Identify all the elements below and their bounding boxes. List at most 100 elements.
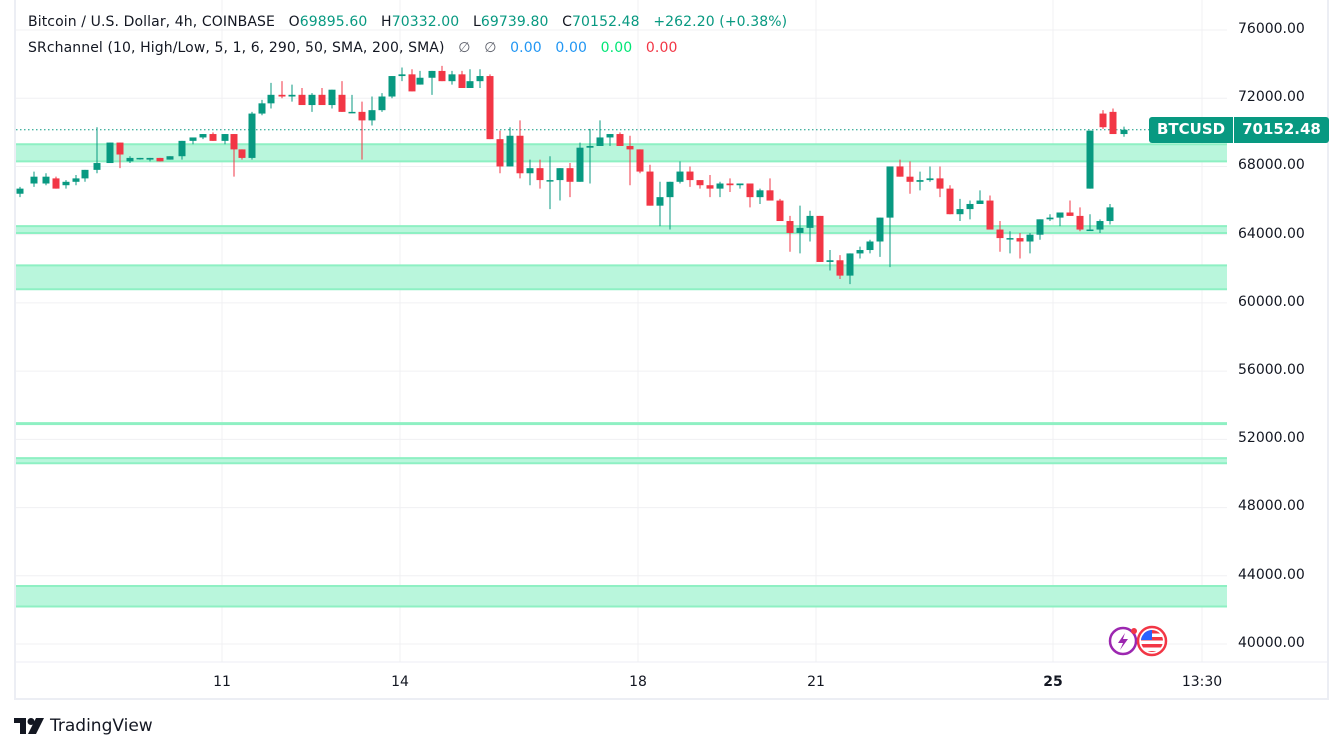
candle-body [476,76,484,82]
indicator-value: 0.00 [555,40,587,56]
candle-body [308,94,316,106]
candle-body [606,134,614,138]
candle-body [318,94,326,106]
price-tick: 68000.00 [1238,157,1305,173]
tradingview-wordmark: TradingView [50,716,153,736]
price-chart-canvas[interactable] [0,0,1341,700]
candle-body [996,229,1004,239]
candle-body [846,253,854,276]
last-price-badge: BTCUSD 70152.48 [1149,117,1329,143]
candle-body [438,70,446,82]
candle-body [656,197,664,206]
candle-body [676,171,684,182]
chart-frame [14,0,1329,700]
candle-body [976,200,984,204]
candle-body [72,178,80,182]
candle-body [81,169,89,179]
price-tick: 72000.00 [1238,89,1305,105]
candle-body [986,200,994,230]
sr-zone [16,586,1227,607]
candle-body [1056,212,1064,218]
candle-body [42,176,50,184]
candle-body [1026,234,1034,242]
candle-body [338,94,346,112]
candle-body [666,181,674,198]
time-tick: 14 [391,674,409,690]
candle-body [1086,229,1094,232]
candle-body [546,180,554,182]
candle-body [156,157,164,162]
candle-body [936,178,944,189]
economic-events[interactable] [1108,625,1170,657]
time-tick: 11 [213,674,231,690]
indicator-legend: SRchannel (10, High/Low, 5, 1, 6, 290, 5… [28,40,677,56]
us-flag-event-icon[interactable] [1136,625,1168,657]
candle-body [536,168,544,181]
candle-body [106,142,114,164]
candle-body [696,180,704,186]
candle-body [486,76,494,140]
candle-body [756,190,764,198]
candle-body [199,134,207,138]
candle-body [248,113,256,158]
low-value: 69739.80 [480,14,549,30]
candle-body [408,74,416,92]
time-tick: 13:30 [1181,674,1223,690]
high-value: 70332.00 [391,14,460,30]
price-tick: 64000.00 [1238,226,1305,242]
candle-body [716,183,724,189]
indicator-value: 0.00 [510,40,542,56]
tradingview-logo[interactable]: TradingView [14,716,153,736]
time-tick: 21 [807,674,825,690]
candle-body [348,111,356,114]
candle-body [358,111,366,121]
sr-zone [16,144,1227,162]
candle-body [178,140,186,157]
indicator-title[interactable]: SRchannel (10, High/Low, 5, 1, 6, 290, 5… [28,40,445,56]
candle-body [506,135,514,167]
candle-body [526,168,534,174]
price-tick: 52000.00 [1238,430,1305,446]
candle-body [328,89,336,106]
candle-body [866,241,874,251]
candle-body [52,178,60,189]
close-label: C [562,14,573,30]
candle-body [956,209,964,215]
candle-body [1096,221,1104,230]
candle-body [1120,129,1128,135]
indicator-empty-value: ∅ [484,40,497,56]
candle-body [16,188,24,194]
candle-body [596,137,604,146]
lightning-event-icon[interactable] [1108,626,1138,656]
candle-body [1109,111,1117,135]
candle-body [278,94,286,97]
candle-body [428,70,436,78]
candle-body [796,227,804,233]
candle-body [378,96,386,111]
close-value: 70152.48 [572,14,640,30]
candle-body [1086,130,1094,189]
candle-body [189,137,197,141]
candle-body [448,74,456,82]
candle-body [1066,212,1074,216]
open-label: O [288,14,300,30]
sr-zone [16,265,1227,290]
sr-zone [16,458,1227,464]
price-tick: 60000.00 [1238,294,1305,310]
candle-body [466,81,474,88]
candle-body [30,176,38,184]
candle-body [221,134,229,141]
candle-body [916,180,924,182]
candle-body [576,147,584,182]
candle-body [1006,238,1014,240]
price-tick: 76000.00 [1238,21,1305,37]
symbol-description[interactable]: Bitcoin / U.S. Dollar, 4h, COINBASE [28,14,275,30]
candle-body [556,168,564,181]
candle-body [636,149,644,172]
price-tick: 48000.00 [1238,498,1305,514]
candle-body [116,142,124,155]
candle-body [856,250,864,254]
candle-body [416,77,424,85]
candle-body [806,215,814,228]
candle-body [826,260,834,262]
